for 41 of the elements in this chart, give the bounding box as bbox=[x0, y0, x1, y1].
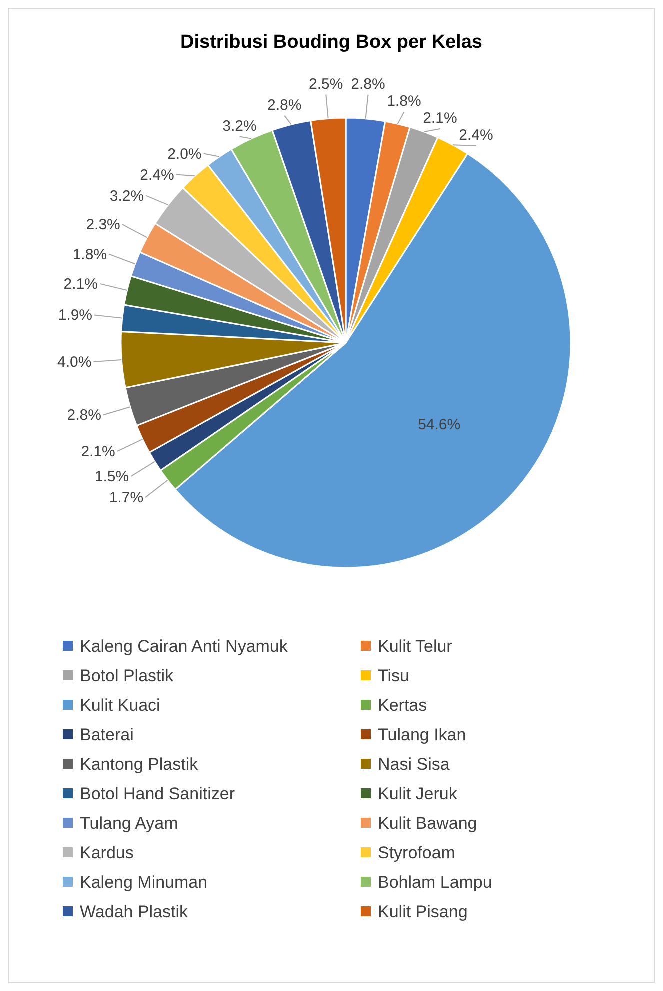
chart-title: Distribusi Bouding Box per Kelas bbox=[180, 32, 482, 53]
data-label: 2.4% bbox=[140, 166, 174, 184]
data-label: 1.7% bbox=[109, 490, 144, 507]
legend-label: Nasi Sisa bbox=[378, 755, 450, 774]
legend-label: Bohlam Lampu bbox=[378, 873, 492, 892]
legend-label: Tulang Ikan bbox=[378, 726, 466, 744]
legend-label: Kertas bbox=[378, 696, 428, 715]
data-label: 2.8% bbox=[268, 96, 302, 114]
data-label: 2.1% bbox=[423, 110, 458, 127]
data-label: 2.0% bbox=[168, 146, 202, 163]
data-label: 2.1% bbox=[64, 276, 98, 293]
data-label: 3.2% bbox=[222, 118, 257, 135]
legend-label: Botol Plastik bbox=[80, 666, 174, 686]
data-label: 2.1% bbox=[81, 443, 116, 460]
data-label: 1.8% bbox=[387, 92, 422, 110]
legend-label: Kardus bbox=[80, 844, 134, 862]
legend-label: Kulit Pisang bbox=[378, 902, 468, 922]
data-label: 2.8% bbox=[67, 407, 102, 424]
data-label: 2.8% bbox=[351, 76, 386, 93]
legend-label: Styrofoam bbox=[378, 844, 456, 862]
legend-label: Kulit Telur bbox=[378, 637, 453, 656]
legend-label: Baterai bbox=[80, 726, 134, 744]
legend-label: Kulit Jeruk bbox=[378, 784, 458, 804]
legend-label: Kulit Kuaci bbox=[80, 696, 160, 715]
data-label: 1.9% bbox=[58, 307, 93, 324]
legend-label: Kaleng Minuman bbox=[80, 873, 208, 892]
data-label: 2.3% bbox=[86, 216, 120, 234]
data-label: 2.4% bbox=[459, 126, 494, 144]
data-label: 54.6% bbox=[418, 416, 461, 434]
data-label: 1.8% bbox=[72, 246, 108, 264]
legend-label: Tulang Ayam bbox=[80, 814, 178, 833]
data-label: 3.2% bbox=[110, 188, 144, 205]
legend-label: Kaleng Cairan Anti Nyamuk bbox=[80, 637, 288, 656]
legend-label: Kantong Plastik bbox=[80, 755, 199, 774]
data-label: 2.5% bbox=[309, 76, 344, 93]
legend-label: Botol Hand Sanitizer bbox=[80, 784, 236, 804]
legend-label: Kulit Bawang bbox=[378, 814, 478, 833]
data-label: 4.0% bbox=[58, 354, 92, 372]
legend-label: Wadah Plastik bbox=[80, 902, 189, 922]
legend-label: Tisu bbox=[378, 666, 410, 686]
data-label: 1.5% bbox=[94, 468, 130, 486]
